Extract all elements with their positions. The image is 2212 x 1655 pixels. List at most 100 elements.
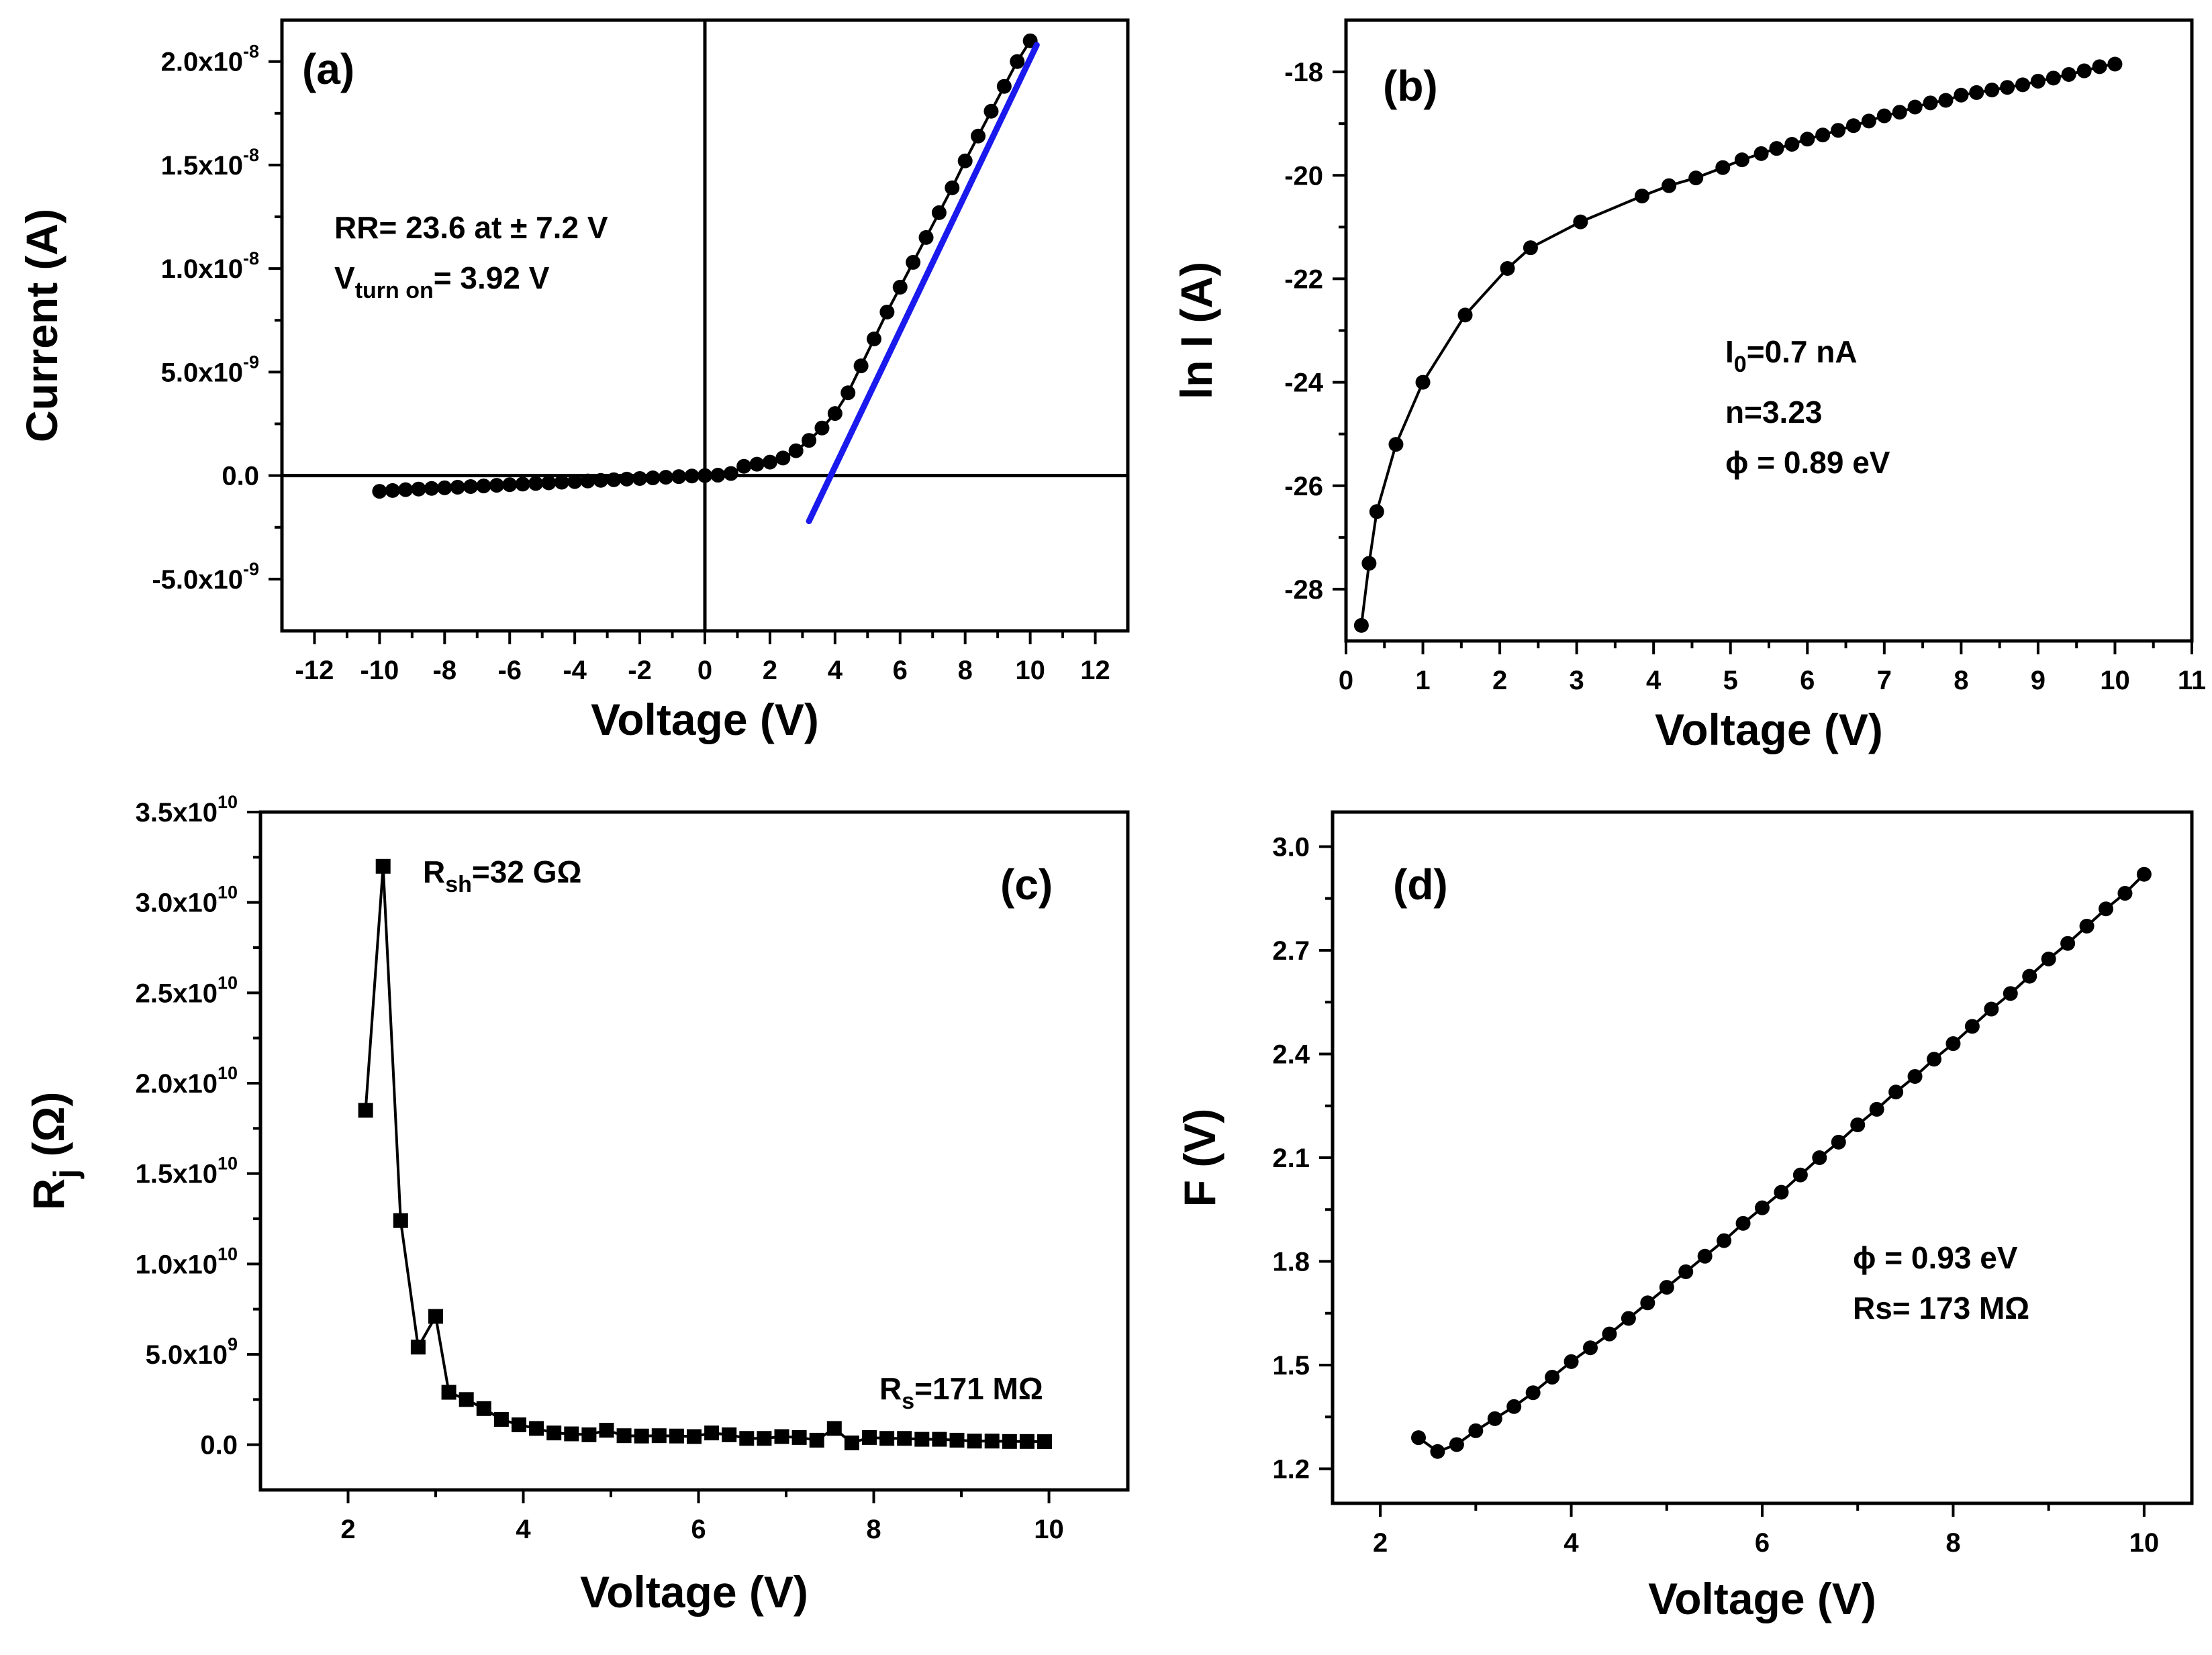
data-point	[1002, 1434, 1017, 1449]
data-point	[710, 468, 726, 483]
data-point	[1831, 1134, 1846, 1150]
data-point	[1892, 105, 1907, 120]
data-point	[658, 470, 673, 485]
data-point	[853, 358, 869, 374]
x-axis-title: Voltage (V)	[580, 1567, 808, 1617]
data-point	[1815, 128, 1831, 143]
series-0	[1411, 866, 2152, 1459]
data-point	[489, 478, 504, 493]
data-point	[1678, 1264, 1694, 1279]
y-tick-label: 1.5	[1272, 1351, 1310, 1381]
data-point	[1984, 83, 2000, 98]
data-point	[2003, 986, 2018, 1001]
data-point	[2061, 66, 2076, 82]
data-point	[722, 1427, 737, 1442]
data-point	[1662, 178, 1677, 193]
y-tick-label: 5.0x10-9	[161, 352, 259, 387]
annotation: Rs=171 MΩ	[879, 1371, 1043, 1414]
data-point	[775, 450, 791, 466]
annotation: n=3.23	[1725, 395, 1823, 430]
x-tick-label: 7	[1877, 666, 1892, 695]
data-point	[2092, 59, 2107, 74]
series-0	[358, 858, 1053, 1450]
annotation: ϕ = 0.89 eV	[1725, 445, 1890, 480]
data-point	[723, 466, 738, 481]
y-axis-title: Rj (Ω)	[23, 1092, 85, 1211]
data-point	[1037, 1434, 1053, 1450]
x-tick-label: -6	[497, 656, 522, 685]
data-point	[2000, 80, 2015, 95]
data-point	[1717, 1233, 1732, 1248]
data-point	[2015, 77, 2030, 93]
data-point	[515, 477, 530, 492]
data-point	[634, 1428, 649, 1444]
data-point	[762, 454, 777, 470]
data-point	[906, 254, 921, 270]
panel-label: (b)	[1383, 62, 1438, 110]
x-tick-label: 10	[1015, 656, 1045, 685]
data-point	[398, 482, 414, 497]
data-point	[1621, 1311, 1636, 1326]
data-point	[372, 484, 387, 499]
plot-frame	[258, 810, 1130, 1492]
data-point	[791, 1430, 807, 1445]
data-point	[1369, 504, 1384, 519]
data-point	[358, 1103, 373, 1118]
data-point	[957, 153, 973, 168]
x-tick-label: 3	[1570, 666, 1584, 695]
data-point	[541, 475, 557, 491]
data-point	[2022, 968, 2037, 984]
data-point	[996, 79, 1012, 94]
y-tick-label: 1.5x1010	[136, 1154, 238, 1189]
data-point	[1927, 1052, 1941, 1067]
data-point	[897, 1431, 912, 1446]
data-point	[949, 1432, 965, 1448]
data-point	[459, 1392, 474, 1407]
data-point	[476, 1401, 491, 1416]
panel-label: (c)	[1000, 860, 1053, 909]
data-point	[1697, 1248, 1713, 1264]
series-0	[372, 33, 1038, 499]
data-point	[606, 472, 622, 487]
data-point	[749, 456, 765, 472]
data-point	[1583, 1340, 1598, 1356]
data-point	[1688, 170, 1704, 186]
data-point	[967, 1434, 982, 1449]
data-point	[879, 304, 895, 319]
data-point	[450, 479, 465, 495]
data-point	[580, 473, 595, 489]
x-tick-label: 6	[691, 1515, 706, 1544]
annotation: Rsh=32 GΩ	[423, 854, 581, 897]
data-point	[1659, 1280, 1674, 1295]
data-point	[1846, 118, 1861, 134]
data-point	[616, 1428, 632, 1444]
data-point	[1361, 556, 1377, 571]
y-tick-label: 3.0x1010	[136, 883, 238, 918]
data-point	[844, 1435, 859, 1450]
y-tick-label: 1.0x10-8	[161, 248, 259, 284]
data-point	[1923, 95, 1938, 111]
data-point	[2107, 56, 2123, 72]
data-point	[931, 205, 947, 220]
x-tick-label: 0	[1339, 666, 1353, 695]
y-tick-label: 2.0x1010	[136, 1063, 238, 1099]
x-tick-label: 6	[893, 656, 908, 685]
data-point	[463, 479, 479, 494]
data-point	[1907, 99, 1923, 115]
data-point	[410, 1340, 426, 1355]
data-point	[1010, 54, 1025, 69]
data-point	[671, 469, 687, 485]
data-point	[619, 471, 634, 487]
data-point	[2041, 951, 2056, 966]
data-point	[1784, 137, 1800, 152]
data-point	[564, 1426, 579, 1442]
panel-0: -12 -10 -8 -6 -4 -2 0 2 4 6 8 10 12 -5.0x10-9 0.0 5.0x1…	[17, 18, 1130, 744]
data-point	[1545, 1370, 1560, 1385]
y-axis-title: F (V)	[1175, 1109, 1224, 1207]
x-axis-title: Voltage (V)	[1648, 1574, 1876, 1623]
data-point	[1861, 113, 1876, 129]
data-point	[932, 1432, 947, 1447]
data-point	[1850, 1117, 1866, 1133]
data-point	[914, 1432, 930, 1447]
data-point	[1869, 1101, 1884, 1117]
